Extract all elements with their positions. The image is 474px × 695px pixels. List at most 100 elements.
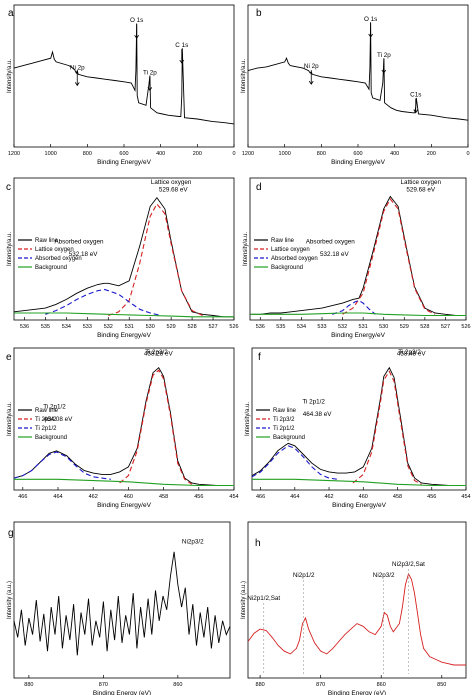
annotation-text: 458.28 eV xyxy=(144,350,174,357)
annotation-text: 464.38 eV xyxy=(303,411,333,418)
x-tick-label: 532 xyxy=(104,324,113,330)
legend: Raw line Lattice oxygen Absorbed oxygen Bac… xyxy=(254,238,318,271)
x-axis-label: Binding Energy/eV xyxy=(97,159,152,166)
arrowhead xyxy=(147,87,153,92)
legend-label: Raw line xyxy=(271,238,295,244)
x-axis-label: Binding Energy/eV xyxy=(97,332,152,339)
x-tick-label: 800 xyxy=(317,151,326,157)
legend-label: Lattice oxygen xyxy=(271,247,310,253)
series-line-absorbed-oxygen xyxy=(332,300,376,315)
series-line-ti-2p1-2 xyxy=(251,445,338,480)
series-line xyxy=(13,23,235,125)
x-axis-label: Binding Energy/eV xyxy=(332,502,387,509)
arrowhead xyxy=(381,69,387,74)
x-tick-label: 527 xyxy=(441,324,450,330)
series-line-raw-line xyxy=(250,195,466,316)
x-tick-label: 529 xyxy=(400,324,409,330)
y-axis-label: Intensity/a.u. xyxy=(7,402,13,436)
series-line xyxy=(247,22,469,121)
peak-label: Ni2p1/2,Sat xyxy=(247,595,280,602)
x-tick-label: 530 xyxy=(379,324,388,330)
x-tick-label: 528 xyxy=(188,324,197,330)
peak-label: Ni2p1/2 xyxy=(293,572,315,579)
x-tick-label: 526 xyxy=(461,324,470,330)
x-tick-label: 600 xyxy=(119,151,128,157)
panel-label-e: e xyxy=(6,352,12,363)
x-tick-label: 460 xyxy=(124,494,133,500)
x-tick-label: 464 xyxy=(53,494,62,500)
x-tick-label: 464 xyxy=(290,494,299,500)
x-tick-label: 528 xyxy=(420,324,429,330)
series-line-lattice-oxygen xyxy=(342,197,436,315)
peak-label: Ni2p3/2,Sat xyxy=(392,561,425,568)
x-tick-label: 200 xyxy=(427,151,436,157)
annotation-text: Absorbed oxygen xyxy=(54,239,104,246)
x-tick-label: 200 xyxy=(193,151,202,157)
annotation-text: 529.68 eV xyxy=(159,187,189,194)
x-tick-label: 458 xyxy=(159,494,168,500)
series-line xyxy=(247,572,466,666)
annotation-text: Absorbed oxygen xyxy=(306,239,356,246)
annotation-text: Ti 2p1/2 xyxy=(302,399,325,406)
x-tick-label: 532 xyxy=(338,324,347,330)
legend-label: Absorbed oxygen xyxy=(271,256,318,262)
x-axis-label: Binding Energy (eV) xyxy=(328,690,386,695)
legend-label: Raw line xyxy=(35,408,59,414)
x-tick-label: 400 xyxy=(156,151,165,157)
legend: Raw line Lattice oxygen Absorbed oxygen Bac… xyxy=(18,238,82,271)
y-axis-label: Intensity/a.u. xyxy=(245,402,251,436)
panel-c: 536 535 534 533 532 531 530 529 528 527 526 Binding… xyxy=(7,177,239,339)
annotation-text: 464.08 eV xyxy=(44,416,74,423)
x-tick-label: 536 xyxy=(20,324,29,330)
x-axis-label: Binding Energy/eV xyxy=(331,332,386,339)
plot-frame xyxy=(13,347,235,491)
x-tick-label: 1200 xyxy=(242,151,254,157)
x-tick-label: 0 xyxy=(466,151,469,157)
legend-label: Background xyxy=(271,265,303,271)
arrowhead xyxy=(74,82,80,87)
series-line-raw-line xyxy=(13,196,234,318)
x-axis-label: Binding Energy (eV) xyxy=(93,690,151,695)
x-axis-label: Binding Energy/eV xyxy=(97,502,152,509)
annotation-text: O 1s xyxy=(130,17,143,24)
legend: Raw line Ti 2p3/2 Ti 2p1/2 Background xyxy=(256,408,305,441)
annotation-text: 458.48 eV xyxy=(397,350,427,357)
x-tick-label: 456 xyxy=(194,494,203,500)
x-axis-label: Binding Energy/eV xyxy=(331,159,386,166)
legend-label: Ti 2p3/2 xyxy=(273,417,295,423)
annotation-text: 529.68 eV xyxy=(406,187,436,194)
plot-frame xyxy=(249,177,467,321)
annotation-text: C1s xyxy=(410,92,421,99)
y-axis-label: Intensity/a.u. xyxy=(241,59,247,93)
x-tick-label: 850 xyxy=(437,682,446,688)
plot-frame xyxy=(13,4,235,148)
x-tick-label: 860 xyxy=(173,682,182,688)
plot-frame xyxy=(13,521,231,679)
x-tick-label: 534 xyxy=(62,324,71,330)
legend-label: Ti 2p1/2 xyxy=(35,426,57,432)
x-tick-label: 534 xyxy=(297,324,306,330)
panel-b: 1200 1000 800 600 400 200 0 Binding Energy/eV In… xyxy=(241,4,470,166)
x-tick-label: 870 xyxy=(99,682,108,688)
annotation-text: Ti 2p3/2 xyxy=(398,349,421,356)
plot-frame xyxy=(247,4,469,148)
panel-label-c: c xyxy=(6,182,11,193)
series-line-raw-line xyxy=(13,366,234,486)
panel-h: 880 870 860 850 Binding Energy (eV) Intensity… xyxy=(241,521,467,695)
arrowhead xyxy=(413,109,419,114)
annotation-text: 532.18 eV xyxy=(69,251,99,258)
legend-label: Lattice oxygen xyxy=(35,247,74,253)
x-tick-label: 535 xyxy=(41,324,50,330)
series-line-background xyxy=(250,312,466,317)
series-line-lattice-oxygen xyxy=(108,202,203,317)
panel-label-g: g xyxy=(8,528,14,539)
series-line-background xyxy=(252,478,466,487)
x-tick-label: 1000 xyxy=(279,151,291,157)
peak-label: Ni2p3/2 xyxy=(373,572,395,579)
series-line xyxy=(13,551,231,656)
legend-label: Background xyxy=(35,265,67,271)
legend-label: Background xyxy=(273,435,305,441)
plot-frame xyxy=(247,521,467,679)
annotation-text: Lattice oxygen xyxy=(151,179,192,186)
